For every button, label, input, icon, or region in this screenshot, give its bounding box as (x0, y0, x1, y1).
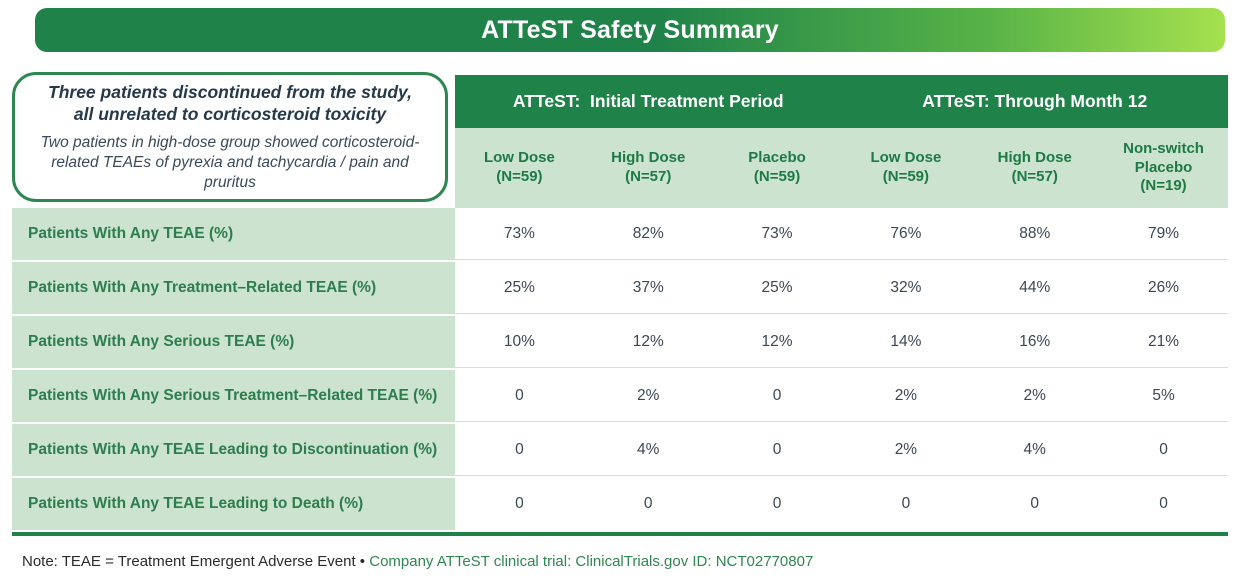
table-cell: 0 (1030, 495, 1040, 512)
table-cell: 76% (890, 224, 922, 242)
table-header: ATTeST: Initial Treatment Period ATTeST:… (455, 75, 1228, 208)
table-cell: 4% (637, 440, 660, 458)
table-cell: 0 (772, 440, 782, 458)
column-header-n: (N=59) (882, 168, 930, 185)
footnote: Note: TEAE = Treatment Emergent Adverse … (22, 553, 813, 570)
table-cell: 73% (761, 224, 793, 242)
callout-headline-line1: Three patients discontinued from the stu… (48, 81, 412, 102)
table-cell: 21% (1148, 332, 1180, 350)
column-header-n: (N=57) (625, 168, 672, 185)
table-cell: 0 (772, 386, 782, 404)
callout-headline: Three patients discontinued from the stu… (31, 81, 429, 126)
table-cell: 2% (894, 386, 918, 404)
row-label: Patients With Any TEAE Leading to Discon… (12, 424, 455, 476)
column-header-n: (N=57) (1011, 168, 1058, 185)
table-row: Patients With Any TEAE Leading to Death … (12, 478, 1228, 530)
column-header-row: Low Dose (N=59) High Dose (N=57) Placebo (N=5… (455, 128, 1228, 208)
table-cell: 73% (503, 224, 535, 242)
callout-headline-line2: all unrelated to corticosteroid toxicity (73, 104, 387, 125)
row-values: 25% 37% 25% 32% 44% 26% (455, 262, 1228, 314)
page-title: ATTeST Safety Summary (481, 15, 779, 44)
column-header-n: (N=59) (753, 168, 801, 185)
table-cell: 0 (1159, 495, 1168, 512)
table-cell: 44% (1019, 278, 1051, 296)
row-label: Patients With Any TEAE (%) (12, 208, 455, 260)
table-cell: 82% (632, 224, 664, 242)
table-cell: 12% (761, 332, 793, 350)
table-cell: 0 (643, 495, 653, 512)
column-header-label: Placebo (748, 149, 806, 167)
column-header: High Dose (N=57) (584, 128, 713, 208)
table-cell: 0 (901, 495, 911, 512)
column-header-n: (N=19) (1140, 177, 1187, 195)
table-cell: 16% (1019, 332, 1051, 350)
footnote-note: Note: TEAE = Treatment Emergent Adverse … (22, 553, 370, 570)
row-label: Patients With Any TEAE Leading to Death … (12, 478, 455, 530)
table-cell: 25% (761, 278, 793, 296)
title-banner: ATTeST Safety Summary (35, 8, 1225, 52)
column-header-label: High Dose (997, 149, 1072, 167)
callout-subtext: Two patients in high-dose group showed c… (40, 133, 420, 191)
row-values: 10% 12% 12% 14% 16% 21% (455, 316, 1228, 368)
table-row: Patients With Any TEAE Leading to Discon… (12, 424, 1228, 476)
column-header: Low Dose (N=59) (841, 128, 970, 208)
table-rows: Patients With Any TEAE (%) 73% 82% 73% 76% 88… (12, 208, 1228, 532)
table-cell: 2% (637, 386, 660, 404)
column-header-label: Low Dose (483, 149, 555, 167)
table-cell: 10% (503, 332, 535, 350)
row-values: 0 2% 0 2% 2% 5% (455, 370, 1228, 422)
row-label: Patients With Any Treatment–Related TEAE… (12, 262, 455, 314)
table-cell: 14% (890, 332, 922, 350)
row-values: 0 0 0 0 0 0 (455, 478, 1228, 530)
table-row: Patients With Any Treatment–Related TEAE… (12, 262, 1228, 314)
column-header: Non-switch Placebo (N=19) (1099, 128, 1228, 208)
group-header-month-12: ATTeST: Through Month 12 (922, 91, 1148, 111)
row-label: Patients With Any Serious TEAE (%) (12, 316, 455, 368)
table-cell: 79% (1148, 224, 1180, 242)
table-row: Patients With Any Serious TEAE (%) 10% 12%… (12, 316, 1228, 368)
table-bottom-border (12, 532, 1228, 536)
column-header: Placebo (N=59) (713, 128, 842, 208)
table-cell: 4% (1023, 440, 1046, 458)
column-header-n: (N=59) (496, 168, 543, 185)
row-values: 0 4% 0 2% 4% 0 (455, 424, 1228, 476)
column-header-label: High Dose (611, 149, 686, 167)
column-header: Low Dose (N=59) (455, 128, 584, 208)
row-values: 73% 82% 73% 76% 88% 79% (455, 208, 1228, 260)
column-header-label: Low Dose (870, 149, 942, 167)
table-cell: 5% (1152, 386, 1175, 404)
table-cell: 88% (1019, 224, 1051, 242)
footnote-trial-id: Company ATTeST clinical trial: ClinicalT… (369, 553, 814, 570)
table-cell: 0 (515, 495, 524, 512)
table-cell: 0 (515, 386, 524, 404)
table-cell: 0 (772, 495, 782, 512)
table-cell: 26% (1148, 278, 1180, 296)
key-message-callout: Three patients discontinued from the stu… (12, 72, 448, 202)
table-cell: 2% (894, 440, 918, 458)
table-cell: 37% (632, 278, 664, 296)
group-header-row: ATTeST: Initial Treatment Period ATTeST:… (455, 75, 1228, 128)
table-row: Patients With Any TEAE (%) 73% 82% 73% 76% 88… (12, 208, 1228, 260)
row-label: Patients With Any Serious Treatment–Rela… (12, 370, 455, 422)
table-row: Patients With Any Serious Treatment–Rela… (12, 370, 1228, 422)
table-cell: 0 (1159, 440, 1168, 458)
column-header: High Dose (N=57) (970, 128, 1099, 208)
table-cell: 32% (890, 278, 922, 296)
table-cell: 2% (1023, 386, 1046, 404)
group-header-initial-period: ATTeST: Initial Treatment Period (512, 91, 784, 111)
table-cell: 25% (503, 278, 535, 296)
table-cell: 12% (632, 332, 664, 350)
table-cell: 0 (515, 440, 524, 458)
column-header-label: Non-switch Placebo (1123, 139, 1204, 176)
